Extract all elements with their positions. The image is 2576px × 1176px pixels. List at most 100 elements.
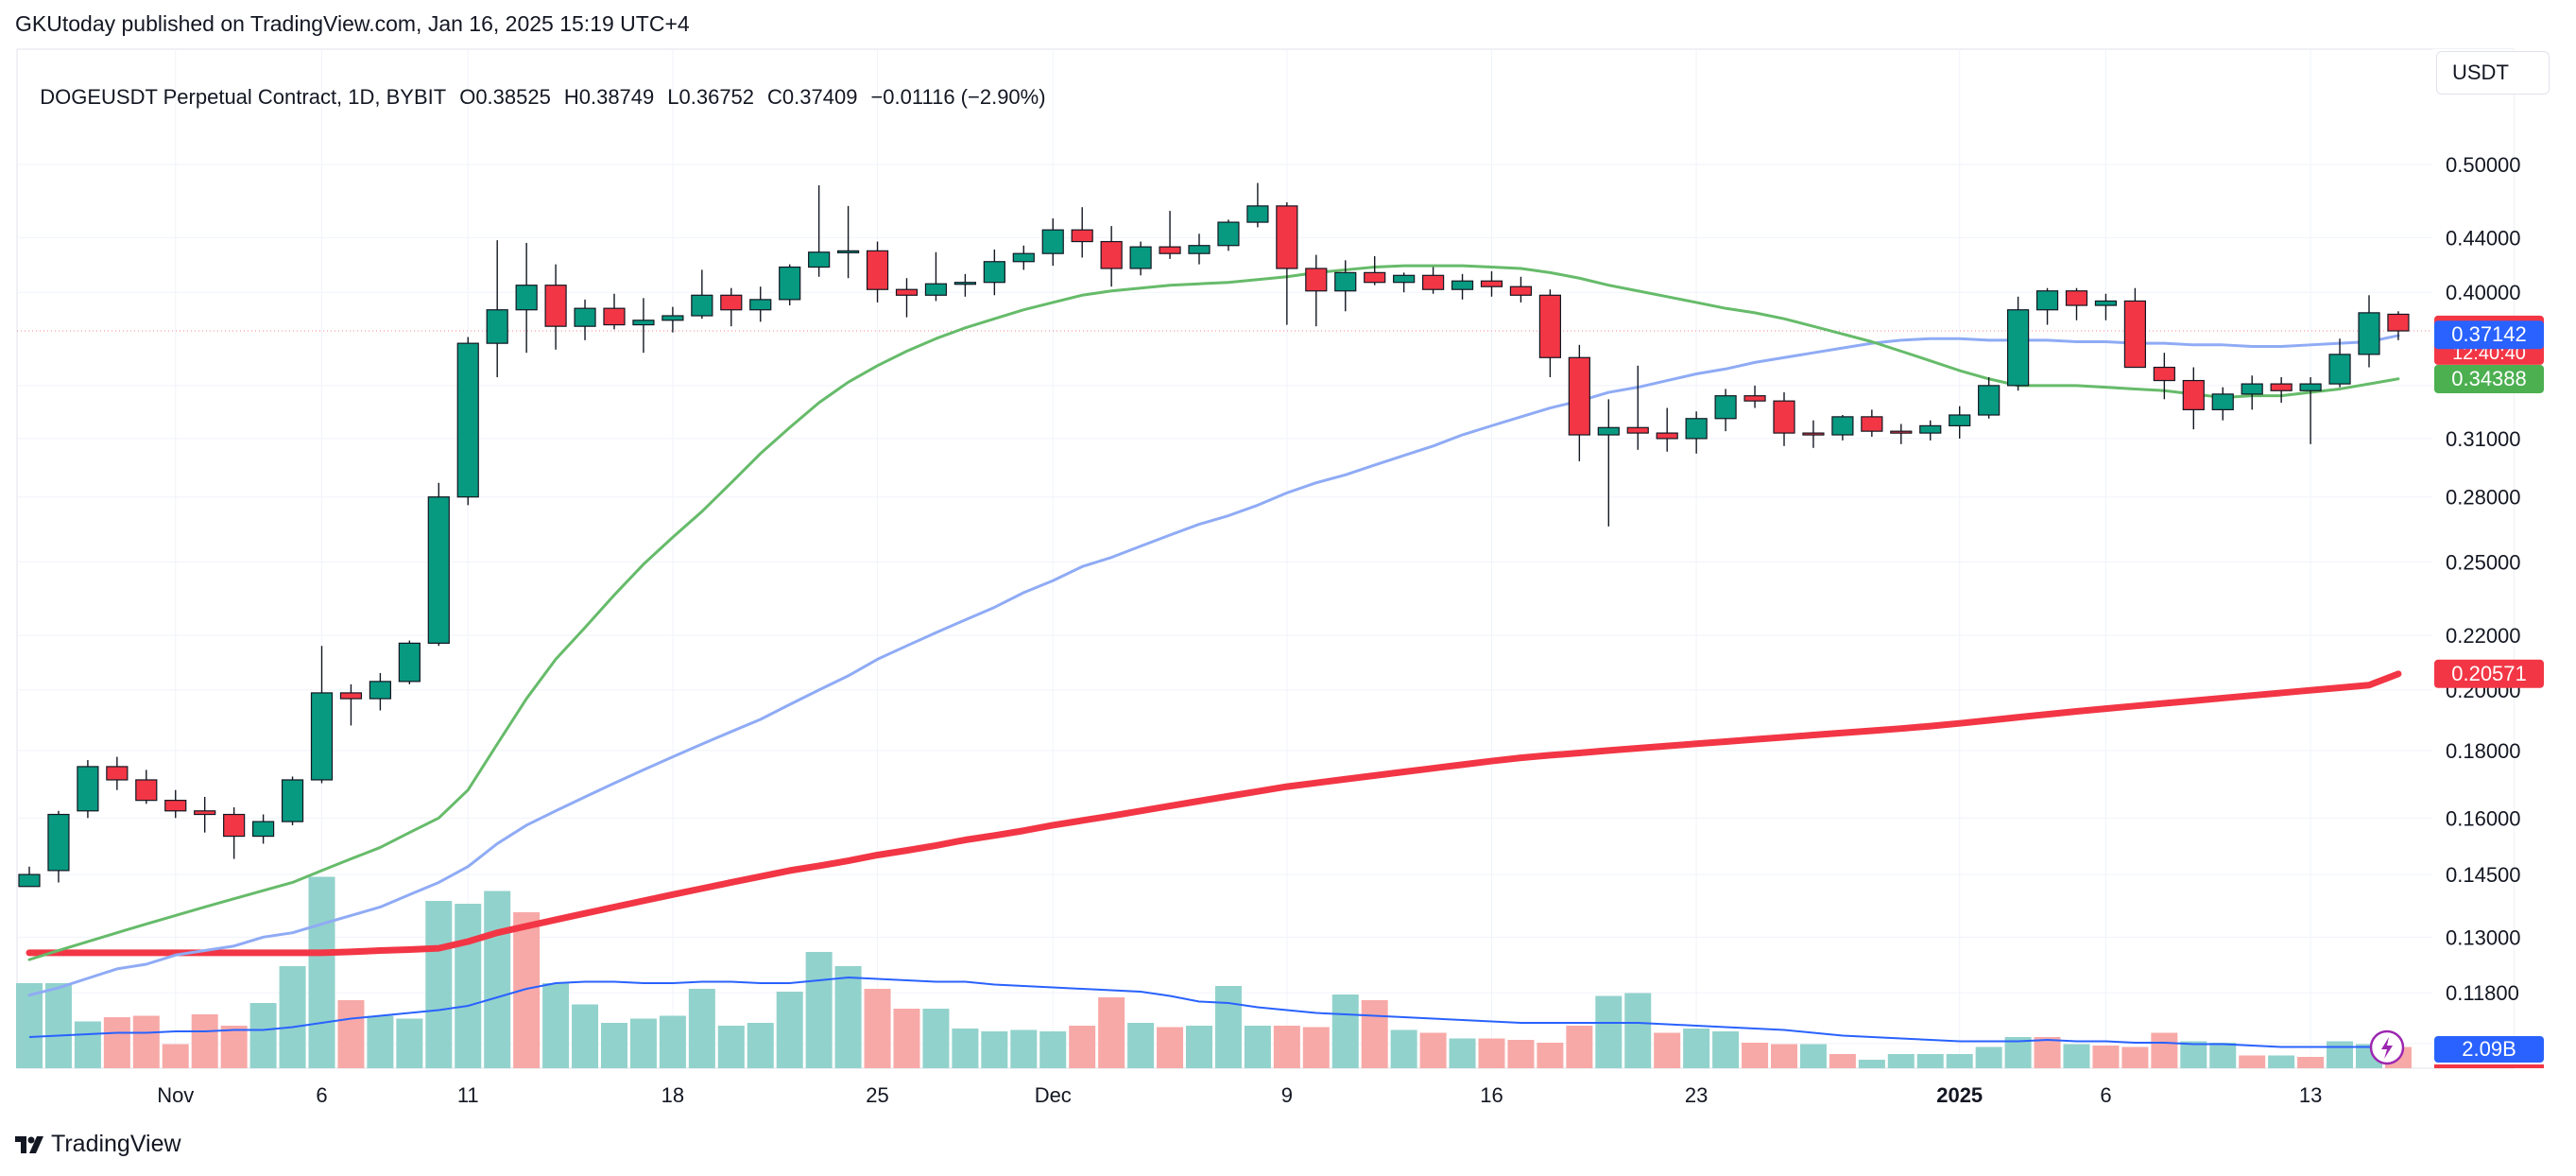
candle-body <box>1743 395 1766 402</box>
volume-bar <box>688 989 715 1068</box>
candle-body <box>1012 252 1035 263</box>
candle <box>2299 377 2322 444</box>
volume-bar <box>1537 1043 1564 1068</box>
y-tick-label: 0.13000 <box>2446 925 2521 949</box>
candle <box>106 756 129 790</box>
volume-bar <box>16 983 43 1068</box>
volume-bar <box>893 1009 920 1068</box>
candle-body <box>47 813 70 872</box>
volume-bar <box>308 876 335 1068</box>
x-tick-label: Dec <box>1035 1083 1072 1107</box>
volume-bar <box>1157 1027 1184 1068</box>
volume-bar <box>1449 1038 1476 1068</box>
symbol-legend: DOGEUSDT Perpetual Contract, 1D, BYBIT O0… <box>28 61 1059 110</box>
candle <box>2153 353 2175 400</box>
volume-bar <box>1887 1054 1915 1068</box>
candle-body <box>1246 205 1269 223</box>
candle <box>603 293 626 330</box>
price-label-tag <box>2434 364 2544 393</box>
volume-bar <box>1683 1029 1710 1068</box>
candle <box>2270 377 2293 403</box>
candle <box>2182 367 2205 430</box>
candle-body <box>1597 426 1620 436</box>
y-tick-label: 0.11800 <box>2446 981 2519 1005</box>
volume-bar <box>484 891 511 1068</box>
candle <box>1714 389 1737 432</box>
candle-body <box>1656 432 1678 440</box>
candle <box>47 810 70 883</box>
candle <box>77 760 99 819</box>
volume-bar <box>2092 1046 2120 1068</box>
y-tick-label: 0.25000 <box>2446 550 2521 574</box>
candle <box>544 264 567 350</box>
volume-bar <box>952 1029 979 1068</box>
x-tick-label: 6 <box>2100 1083 2111 1107</box>
x-tick-label: 13 <box>2299 1083 2322 1107</box>
candle-body <box>2387 313 2410 332</box>
candle <box>194 796 216 833</box>
volume-bar <box>1858 1060 1885 1068</box>
candle-body <box>1978 385 2001 416</box>
volume-bar <box>513 912 541 1068</box>
candle-body <box>1129 246 1152 269</box>
candle <box>1773 392 1795 446</box>
candle-body <box>2035 290 2059 311</box>
symbol-name[interactable]: DOGEUSDT Perpetual Contract, 1D, BYBIT <box>40 85 447 109</box>
x-tick-label: 16 <box>1480 1083 1503 1107</box>
candle <box>2007 296 2030 391</box>
candle-body <box>603 307 626 326</box>
candle <box>983 249 1005 296</box>
candle <box>2211 387 2234 421</box>
candle <box>1421 267 1445 294</box>
candle <box>1597 399 1620 527</box>
volume-bar <box>2180 1041 2207 1068</box>
candle-body <box>2358 312 2380 355</box>
volume-label-tag <box>2434 1036 2544 1063</box>
candle <box>1129 241 1152 276</box>
candle <box>456 337 479 506</box>
volume-bar <box>1010 1029 1038 1068</box>
ohlc-close: C0.37409 <box>767 85 858 109</box>
volume-bar <box>44 983 72 1068</box>
currency-button[interactable]: USDT <box>2436 51 2550 95</box>
tradingview-brand[interactable]: TradingView <box>15 1131 181 1158</box>
candle <box>1802 420 1825 448</box>
lightning-icon[interactable] <box>2369 1029 2405 1065</box>
x-tick-label: 23 <box>1685 1083 1708 1107</box>
y-tick-label: 0.50000 <box>2446 153 2521 177</box>
candle-body <box>398 642 421 683</box>
candle-body <box>1334 271 1357 292</box>
volume-bar <box>1712 1031 1740 1068</box>
volume-bar <box>1214 986 1242 1068</box>
candle <box>2241 375 2263 410</box>
ohlc-high: H0.38749 <box>563 85 655 109</box>
volume-bar <box>162 1044 189 1068</box>
candle-body <box>427 496 450 644</box>
candle-body <box>808 251 831 268</box>
y-tick-label: 0.14500 <box>2446 863 2521 887</box>
volume-bar <box>2268 1055 2295 1068</box>
candle <box>924 251 948 302</box>
candle-body <box>1568 356 1590 436</box>
volume-bar <box>572 1004 599 1068</box>
candle-body <box>1861 416 1883 432</box>
volume-bar <box>1186 1026 1212 1068</box>
candle-body <box>2123 300 2146 369</box>
candle <box>2094 293 2118 320</box>
y-tick-label: 0.18000 <box>2446 739 2521 763</box>
candle-body <box>1626 426 1649 434</box>
candle <box>836 205 860 279</box>
candle <box>632 298 655 354</box>
price-label-value: 0.34388 <box>2451 367 2527 390</box>
volume-bar <box>1478 1038 1505 1068</box>
candle <box>515 242 538 354</box>
candle <box>310 646 334 784</box>
candle <box>18 866 41 888</box>
volume-bar <box>1946 1054 1973 1068</box>
volume-bar <box>2209 1043 2237 1068</box>
volume-label-underline <box>2434 1064 2544 1068</box>
candle <box>1568 344 1590 461</box>
volume-label-value: 2.09B <box>2462 1037 2516 1061</box>
candle <box>1393 272 1416 293</box>
